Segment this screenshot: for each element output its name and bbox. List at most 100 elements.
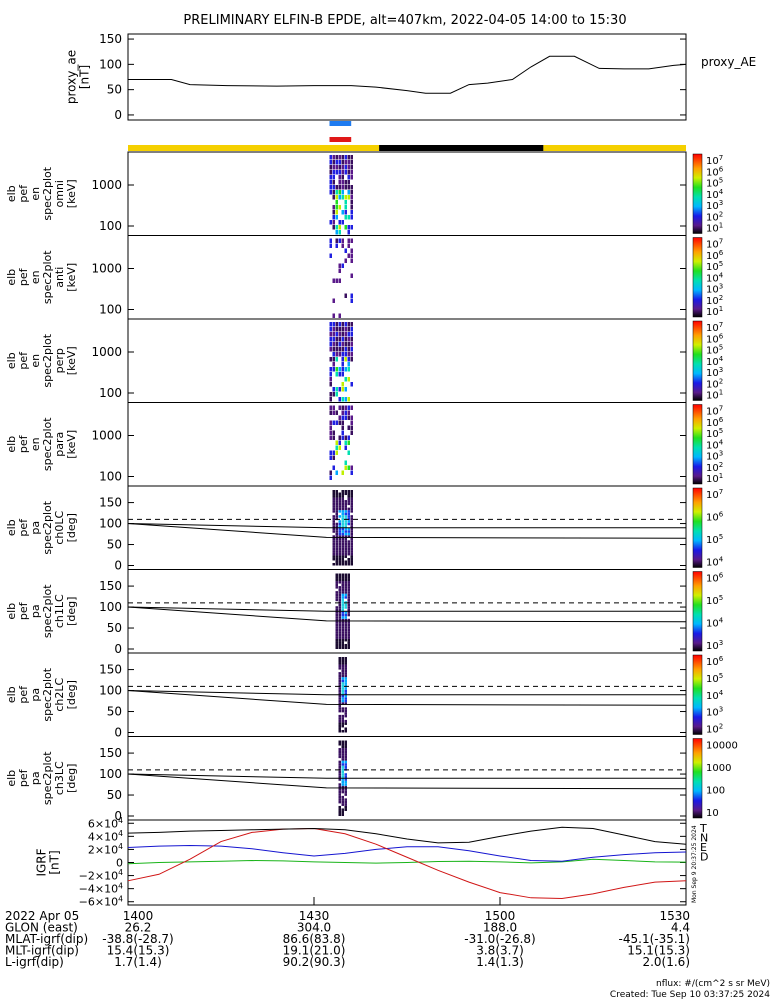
spectrogram-pixel (338, 633, 341, 637)
spectrogram-pixel (329, 185, 332, 190)
spectrogram-pixel (341, 492, 344, 496)
ylabel-line: elb (5, 770, 18, 787)
spectrogram-pixel (344, 646, 347, 649)
pitch-angle-panel: 150 100 50 0 elb pef pa spec2plot ch2LC [deg] 106 1… (5, 652, 724, 740)
spectrogram-pixel (332, 500, 335, 503)
spectrogram-pixel (338, 643, 341, 647)
spectrogram-pixel (344, 576, 347, 579)
spectrogram-pixel (341, 490, 344, 493)
spectrogram-pixel (347, 440, 350, 445)
ytick-label: 150 (99, 579, 122, 593)
spectrogram-pixel (350, 497, 353, 501)
spectrogram-pixel (341, 687, 344, 690)
spectrogram-pixel (338, 606, 341, 609)
spectrogram-pixel (347, 377, 350, 382)
spectrogram-pixel (350, 357, 353, 362)
spectrogram-pixel (338, 327, 341, 332)
spectrogram-pixel (350, 415, 353, 420)
spectrogram-pixel (344, 520, 347, 523)
figure-title: PRELIMINARY ELFIN-B EPDE, alt=407km, 202… (183, 13, 626, 28)
spectrogram-pixel (335, 505, 338, 508)
spectrogram-pixel (332, 278, 335, 283)
spectrogram-pixel (344, 562, 347, 566)
igrf-legend-t: T (699, 822, 707, 835)
spectrogram-pixel (341, 753, 344, 756)
spectrogram-pixel (341, 755, 344, 759)
loss-cone-line (127, 606, 686, 612)
spectrogram-pixel (335, 581, 338, 584)
spectrogram-pixel (338, 195, 341, 200)
ephemeris-value: 1430 (299, 909, 330, 923)
igrf-t-line (127, 826, 687, 845)
spectrogram-pixel (338, 560, 341, 563)
spectrogram-pixel (332, 515, 335, 518)
ytick-label: 1000 (91, 429, 122, 443)
spectrogram-pixel (347, 621, 350, 624)
igrf-d-line (127, 827, 687, 899)
spectrogram-pixel (350, 430, 353, 435)
spectrogram-pixel (335, 552, 338, 556)
ylabel-line: spec2plot (41, 250, 54, 304)
ylabel-line: spec2plot (41, 333, 54, 387)
spectrogram-pixel (347, 450, 350, 455)
side-note: Mon Sep 9 20:37:25 2024 (691, 825, 698, 903)
spectrogram-pixel (341, 573, 344, 577)
spectrogram-pixel (329, 372, 332, 377)
spectrogram-pixel (335, 638, 338, 642)
spectrogram-pixel (329, 430, 332, 435)
colorbar (692, 320, 703, 401)
spectrogram-pixel (338, 500, 341, 503)
colorbar-tick: 100 (706, 786, 725, 797)
spectrogram-pixel (341, 758, 344, 761)
spectrogram-pixel (335, 527, 338, 531)
spectrogram-pixel (335, 616, 338, 619)
spectrogram-pixel (329, 155, 332, 160)
spectrogram-pixel (338, 527, 341, 531)
spectrogram-pixel (341, 682, 344, 685)
status-bars (128, 121, 686, 151)
spectrogram-pixel (335, 596, 338, 599)
spectrogram-pixel (335, 190, 338, 195)
spectrogram-pixel (338, 332, 341, 337)
spectrogram-pixel (344, 727, 347, 730)
spectrogram-pixel (341, 532, 344, 536)
spectrogram-pixel (344, 667, 347, 670)
spectrogram-pixel (347, 190, 350, 195)
ytick-label: 150 (99, 663, 122, 677)
spectrogram-pixel (329, 420, 332, 425)
spectrogram-pixel (344, 803, 347, 806)
spectrogram-pixel (335, 160, 338, 165)
ephemeris-row-label: 2022 Apr 05 (5, 909, 79, 923)
spectrogram-pixel (338, 694, 341, 698)
spectrogram-pixel (329, 322, 332, 327)
spectrogram-pixel (338, 702, 341, 705)
spectrogram-pixel (338, 547, 341, 551)
spectrogram-pixel (335, 646, 338, 649)
colorbar-tick: 104 (706, 617, 724, 630)
ylabel-line: pef (17, 601, 30, 620)
ephemeris-value: 1530 (659, 909, 690, 923)
spectrogram-pixel (347, 155, 350, 160)
spectrogram-pixel (347, 623, 350, 627)
spectrogram-pixel (338, 160, 341, 165)
ephemeris-row-label: L-igrf(dip) (5, 955, 64, 969)
spectrogram-pixel (344, 460, 347, 465)
ytick-label: 100 (99, 684, 122, 698)
spectrogram-pixel (338, 440, 341, 445)
ytick-label: 50 (107, 705, 122, 719)
spectrogram-pixel (332, 535, 335, 538)
spectrogram-pixel (335, 367, 338, 372)
spectrogram-pixel (341, 185, 344, 190)
spectrogram-pixel (344, 525, 347, 528)
proxy-ae-line (128, 55, 687, 94)
spectrogram-pixel (344, 515, 347, 518)
spectrogram-pixel (347, 542, 350, 546)
spectrogram-pixel (341, 631, 344, 634)
spectrogram-pixel (344, 347, 347, 352)
spectrogram-pixel (338, 662, 341, 665)
spectrogram-pixel (338, 507, 341, 511)
igrf-n-line (127, 844, 687, 862)
spectrogram-pixel (341, 677, 344, 680)
ylabel-line: anti (53, 267, 66, 288)
